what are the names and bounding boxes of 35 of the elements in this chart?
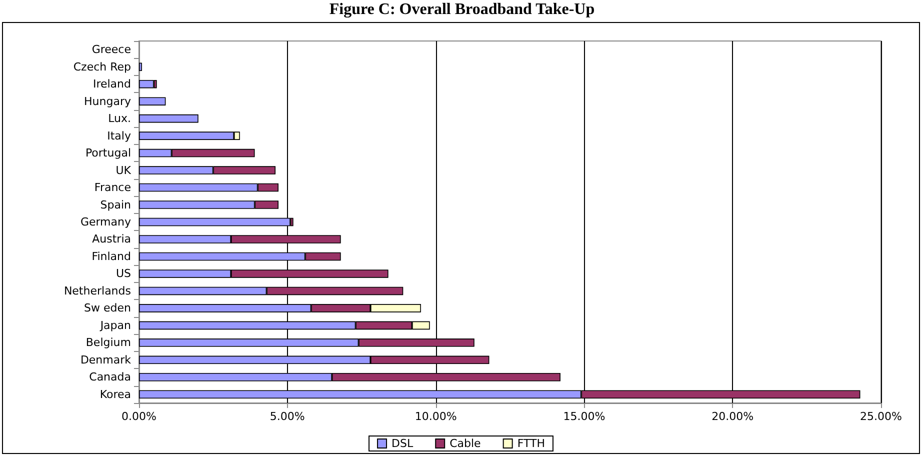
x-tick-label: 20.00%	[712, 410, 754, 423]
y-tick-label: Italy	[107, 129, 132, 142]
y-tick-label: Ireland	[92, 78, 131, 91]
bar	[139, 80, 154, 88]
x-tick-label: 10.00%	[414, 410, 457, 423]
y-tick-label: Japan	[99, 318, 132, 332]
legend-label: DSL	[392, 437, 414, 450]
y-tick-label: Sw eden	[84, 302, 132, 315]
y-tick-label: Greece	[92, 43, 132, 56]
x-tick-label: 5.00%	[270, 410, 305, 423]
y-tick-label: Hungary	[84, 94, 132, 108]
x-tick-label: 0.00%	[122, 410, 156, 423]
bar	[139, 97, 166, 106]
x-tick-label: 15.00%	[563, 410, 606, 423]
y-tick-label: Netherlands	[64, 284, 132, 298]
bar	[139, 62, 142, 71]
y-tick-label: France	[94, 181, 132, 194]
y-tick-label: Germany	[80, 216, 132, 228]
y-tick-label: Canada	[89, 370, 131, 384]
y-tick-label: Belgium	[86, 336, 131, 350]
y-tick-label: Denmark	[80, 353, 132, 366]
y-tick-label: Czech Rep	[73, 60, 132, 74]
legend-label: Cable	[450, 437, 482, 450]
y-tick-label: Spain	[100, 198, 132, 212]
y-tick-label: UK	[116, 164, 132, 177]
legend-label: FTTH	[517, 437, 545, 450]
y-tick-label: Finland	[92, 250, 131, 263]
y-tick-label: Austria	[92, 232, 131, 246]
y-tick-label: Korea	[100, 388, 131, 401]
y-tick-label: Lux.	[108, 112, 131, 126]
y-tick-label: Portugal	[85, 146, 131, 160]
chart-title: Figure C: Overall Broadband Take-Up	[328, 0, 596, 20]
bar	[139, 114, 198, 123]
y-tick-label: US	[116, 267, 132, 280]
x-tick-label: 25.00%	[860, 410, 902, 423]
